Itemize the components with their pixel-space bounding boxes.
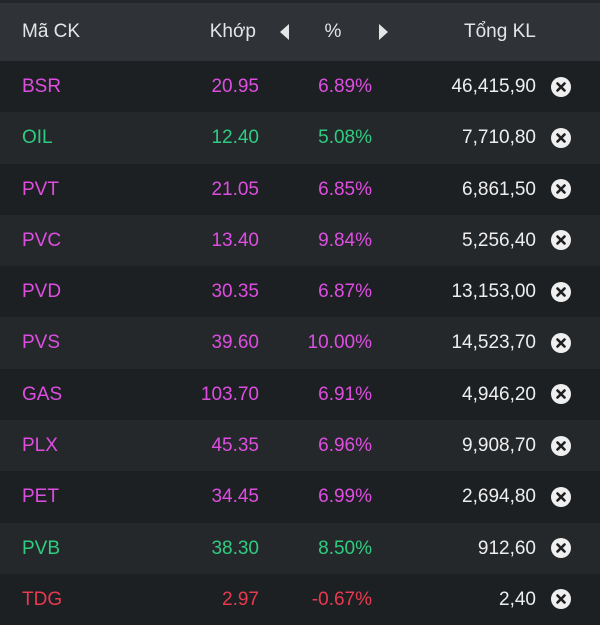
table-row[interactable]: PVB 38.30 8.50% 912,60 — [0, 522, 600, 574]
percent-change: 6.87% — [318, 281, 372, 303]
matched-price: 20.95 — [211, 76, 259, 97]
remove-button[interactable] — [551, 230, 571, 251]
matched-price: 21.05 — [211, 178, 259, 200]
total-volume: 7,710,80 — [462, 127, 536, 149]
table-row[interactable]: PLX 45.35 6.96% 9,908,70 — [0, 420, 600, 472]
total-volume: 2,40 — [499, 588, 536, 610]
caret-right-icon — [378, 23, 388, 40]
percent-change: 8.50% — [318, 537, 372, 559]
table-row[interactable]: PET 34.45 6.99% 2,694,80 — [0, 471, 600, 523]
close-icon — [556, 235, 566, 246]
remove-button[interactable] — [551, 76, 571, 97]
matched-price: 13.40 — [211, 229, 259, 251]
remove-button[interactable] — [551, 332, 571, 353]
matched-price: 39.60 — [211, 332, 259, 354]
stock-symbol[interactable]: GAS — [22, 383, 63, 405]
watchlist-header: Mã CK Khớp % Tổng KL — [0, 3, 600, 61]
total-volume: 46,415,90 — [451, 76, 536, 97]
stock-symbol[interactable]: PVT — [22, 178, 59, 200]
total-volume: 5,256,40 — [462, 229, 536, 251]
percent-change: 5.08% — [318, 127, 372, 149]
close-icon — [556, 492, 566, 502]
close-icon — [556, 184, 566, 194]
stock-symbol[interactable]: OIL — [22, 127, 53, 149]
remove-button[interactable] — [551, 538, 571, 559]
column-header-percent[interactable]: % — [324, 21, 342, 42]
table-row[interactable]: BSR 20.95 6.89% 46,415,90 — [0, 61, 600, 113]
close-icon — [556, 132, 566, 143]
remove-button[interactable] — [551, 589, 571, 610]
total-volume: 912,60 — [477, 537, 536, 559]
stock-symbol[interactable]: PVD — [22, 281, 62, 303]
matched-price: 103.70 — [200, 383, 259, 405]
matched-price: 2.97 — [222, 588, 259, 610]
close-icon — [556, 543, 566, 553]
percent-change: 9.84% — [318, 229, 372, 251]
stock-symbol[interactable]: TDG — [22, 588, 63, 610]
remove-button[interactable] — [551, 384, 571, 405]
table-row[interactable]: PVT 21.05 6.85% 6,861,50 — [0, 163, 600, 215]
matched-price: 12.40 — [211, 127, 259, 149]
total-volume: 6,861,50 — [462, 178, 536, 200]
matched-price: 38.30 — [211, 537, 259, 559]
remove-button[interactable] — [551, 179, 571, 200]
watchlist-table: BSR 20.95 6.89% 46,415,90 OIL 12.40 5.08… — [0, 61, 600, 625]
total-volume: 2,694,80 — [462, 486, 536, 508]
table-row[interactable]: PVC 13.40 9.84% 5,256,40 — [0, 214, 600, 267]
table-row[interactable]: PVS 39.60 10.00% 14,523,70 — [0, 317, 600, 369]
stock-symbol[interactable]: PVS — [22, 332, 61, 354]
remove-button[interactable] — [551, 486, 571, 507]
close-icon — [556, 389, 566, 400]
stock-symbol[interactable]: PLX — [22, 435, 58, 457]
table-row[interactable]: GAS 103.70 6.91% 4,946,20 — [0, 368, 600, 421]
matched-price: 45.35 — [211, 435, 259, 457]
percent-change: 6.89% — [318, 76, 372, 97]
percent-change: 6.96% — [318, 435, 372, 457]
stock-symbol[interactable]: PVC — [22, 229, 62, 251]
close-icon — [556, 440, 566, 451]
close-icon — [556, 338, 566, 348]
percent-change: 6.91% — [318, 383, 372, 405]
close-icon — [556, 81, 566, 92]
status-strip — [0, 0, 600, 3]
percent-change: -0.67% — [311, 588, 372, 610]
total-volume: 13,153,00 — [451, 281, 536, 303]
stock-symbol[interactable]: BSR — [22, 76, 62, 97]
remove-button[interactable] — [551, 435, 571, 456]
remove-button[interactable] — [551, 127, 571, 148]
close-icon — [556, 594, 566, 605]
total-volume: 14,523,70 — [451, 332, 536, 354]
remove-button[interactable] — [551, 281, 571, 302]
total-volume: 9,908,70 — [462, 435, 536, 457]
table-row[interactable]: OIL 12.40 5.08% 7,710,80 — [0, 112, 600, 164]
percent-change: 6.99% — [318, 486, 372, 508]
table-row[interactable]: TDG 2.97 -0.67% 2,40 — [0, 573, 600, 625]
matched-price: 30.35 — [211, 281, 259, 303]
matched-price: 34.45 — [211, 486, 259, 508]
next-column-button[interactable] — [376, 3, 390, 61]
previous-column-button[interactable] — [277, 3, 291, 61]
caret-left-icon — [279, 23, 289, 40]
percent-change: 6.85% — [318, 178, 372, 200]
table-row[interactable]: PVD 30.35 6.87% 13,153,00 — [0, 266, 600, 318]
total-volume: 4,946,20 — [462, 383, 536, 405]
stock-symbol[interactable]: PVB — [22, 537, 61, 559]
column-header-price[interactable]: Khớp — [209, 21, 256, 42]
percent-change: 10.00% — [307, 332, 372, 354]
column-header-volume[interactable]: Tổng KL — [464, 21, 536, 42]
stock-symbol[interactable]: PET — [22, 486, 59, 508]
column-header-symbol[interactable]: Mã CK — [22, 21, 81, 42]
close-icon — [556, 286, 566, 297]
